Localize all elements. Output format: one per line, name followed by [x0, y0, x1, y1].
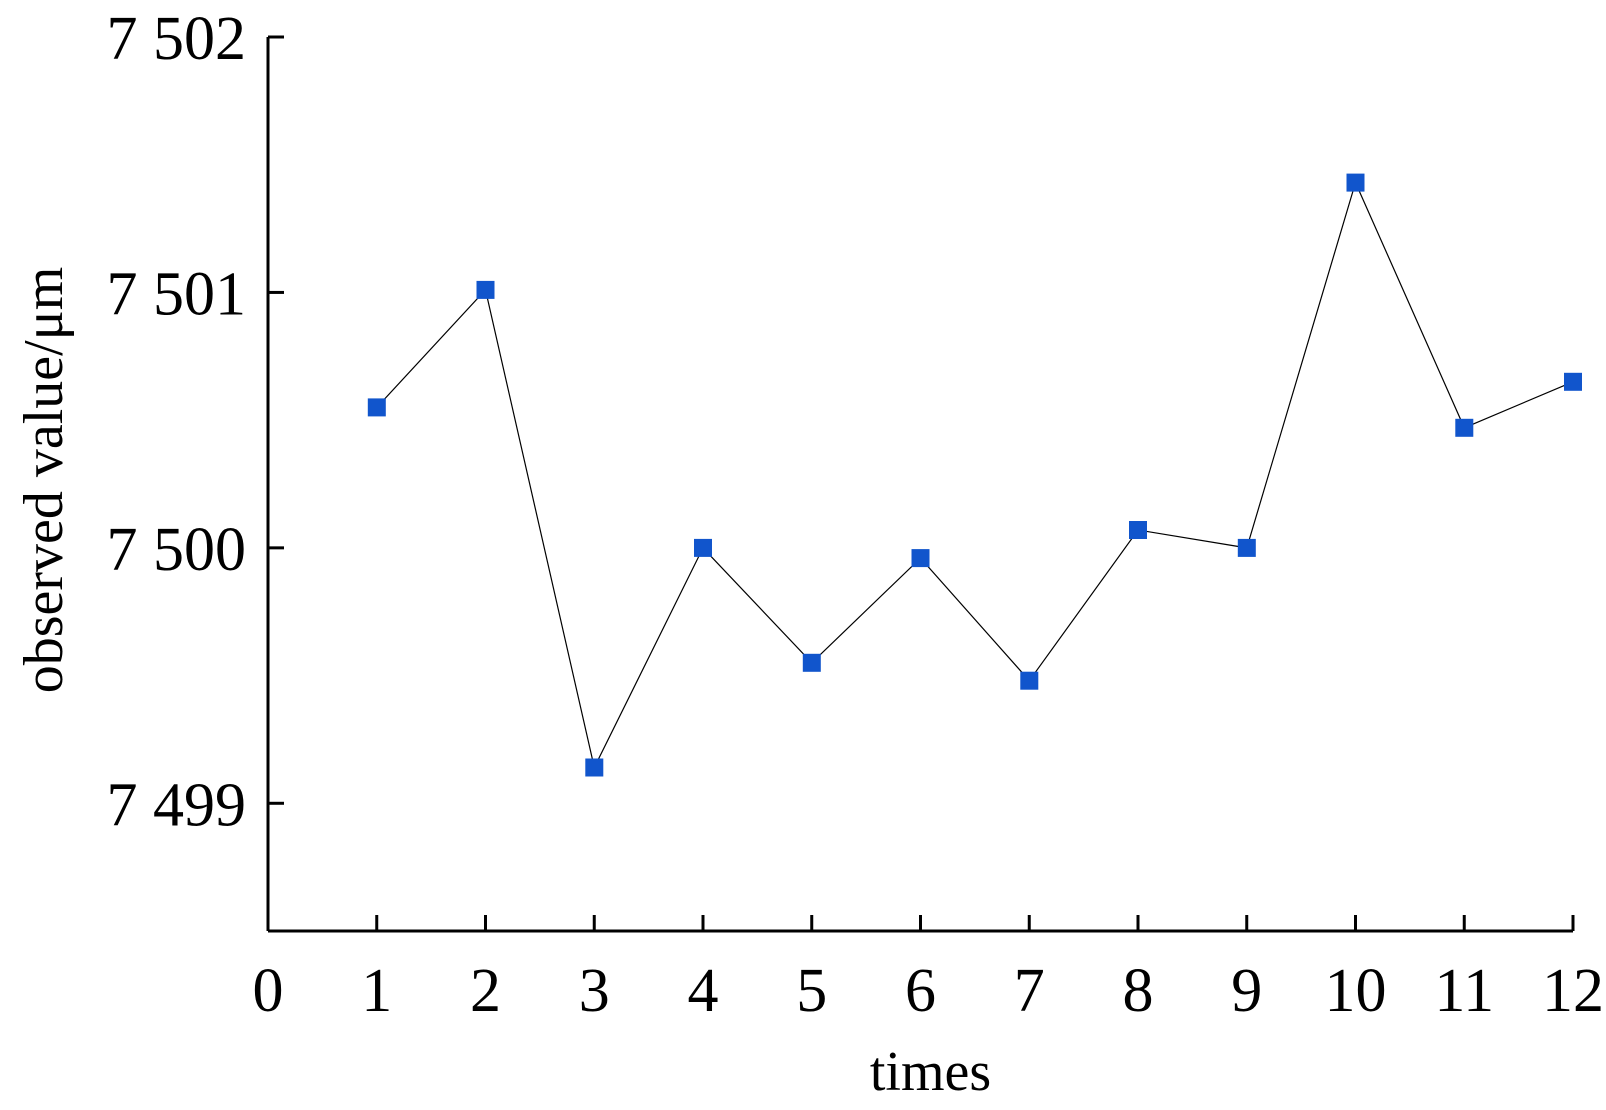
- y-tick-label: 7 500: [107, 516, 247, 584]
- data-point-marker: [911, 549, 930, 568]
- x-tick-label: 8: [1123, 957, 1154, 1025]
- x-tick-label: 1: [361, 957, 392, 1025]
- series-markers-group: [367, 173, 1582, 777]
- y-tick-label: 7 502: [107, 5, 247, 73]
- axes: [266, 37, 1573, 933]
- x-tick-label: 11: [1434, 957, 1494, 1025]
- x-tick-label: 3: [579, 957, 610, 1025]
- data-point-marker: [476, 280, 495, 299]
- x-tick-label: 4: [688, 957, 719, 1025]
- data-point-marker: [367, 398, 386, 417]
- data-point-marker: [1237, 538, 1256, 557]
- x-tick-label: 6: [905, 957, 936, 1025]
- data-point-marker: [1129, 521, 1147, 539]
- x-tick-label: 12: [1542, 957, 1604, 1025]
- y-tick-label: 7 501: [107, 260, 247, 328]
- series-line-group: [376, 180, 1574, 770]
- data-point-marker: [1020, 671, 1039, 690]
- data-point-marker: [802, 653, 821, 672]
- x-tick-label: 0: [253, 957, 284, 1025]
- x-tick-label: 7: [1014, 957, 1045, 1025]
- data-point-marker: [1455, 418, 1474, 437]
- y-axis-title: observed value/μm: [13, 267, 75, 694]
- data-point-marker: [585, 758, 604, 777]
- data-point-marker: [1564, 372, 1582, 391]
- data-point-marker: [694, 538, 712, 557]
- x-axis-ticks: 0 1 2 3 4 5 6 7 8 9 10 11 12: [253, 915, 1604, 1025]
- x-tick-label: 2: [470, 957, 501, 1025]
- y-tick-label: 7 499: [107, 771, 247, 839]
- data-point-marker: [1346, 173, 1365, 192]
- x-tick-label: 5: [796, 957, 827, 1025]
- x-tick-label: 10: [1325, 957, 1387, 1025]
- x-tick-label: 9: [1231, 957, 1262, 1025]
- y-axis-ticks: 7 499 7 500 7 501 7 502: [107, 5, 284, 839]
- x-axis-title: times: [870, 1041, 991, 1103]
- series-line: [376, 180, 1574, 770]
